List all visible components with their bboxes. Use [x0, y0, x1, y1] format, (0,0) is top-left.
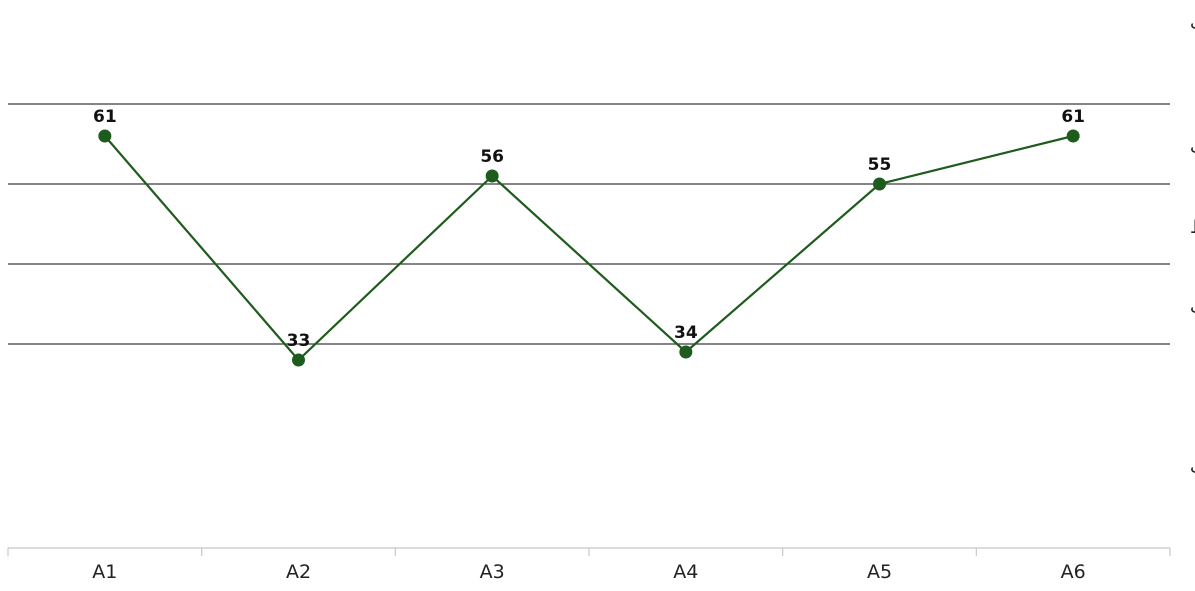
data-point-a4	[679, 345, 693, 359]
data-point-a6	[1066, 129, 1080, 143]
band-label-5: خیلی نامطلوب	[1190, 457, 1195, 478]
x-tick-label-a2: A2	[286, 561, 311, 583]
data-labels: 61 33 56 34 55 61	[93, 107, 1085, 351]
x-tick-label-a1: A1	[92, 561, 117, 583]
x-tick-label-a3: A3	[480, 561, 505, 583]
data-point-a2	[292, 353, 305, 367]
data-points	[98, 129, 1080, 367]
series-layer	[104, 134, 1074, 362]
x-tick-label-a6: A6	[1061, 561, 1086, 583]
band-label-3: متوسط	[1190, 217, 1195, 238]
series-line-1	[104, 134, 1074, 362]
band-labels: خیلی مطلوب مطلوب متوسط نا مطلوب خیلی نامطلوب	[1190, 13, 1195, 478]
data-point-a1	[98, 129, 112, 143]
data-label-a3: 56	[480, 147, 504, 167]
x-tick-label-a4: A4	[673, 561, 698, 583]
data-point-a5	[873, 177, 886, 191]
data-label-a5: 55	[868, 155, 892, 175]
data-label-a1: 61	[93, 107, 117, 127]
band-label-1: خیلی مطلوب	[1190, 13, 1195, 34]
x-tick-label-a5: A5	[867, 561, 892, 583]
x-axis: A1 A2 A3 A4 A5 A6	[7, 547, 1171, 583]
band-label-4: نا مطلوب	[1190, 297, 1195, 318]
band-label-2: مطلوب	[1190, 137, 1195, 158]
data-label-a2: 33	[287, 331, 311, 351]
data-label-a6: 61	[1061, 107, 1085, 127]
data-label-a4: 34	[674, 323, 698, 343]
data-point-a3	[485, 169, 499, 183]
